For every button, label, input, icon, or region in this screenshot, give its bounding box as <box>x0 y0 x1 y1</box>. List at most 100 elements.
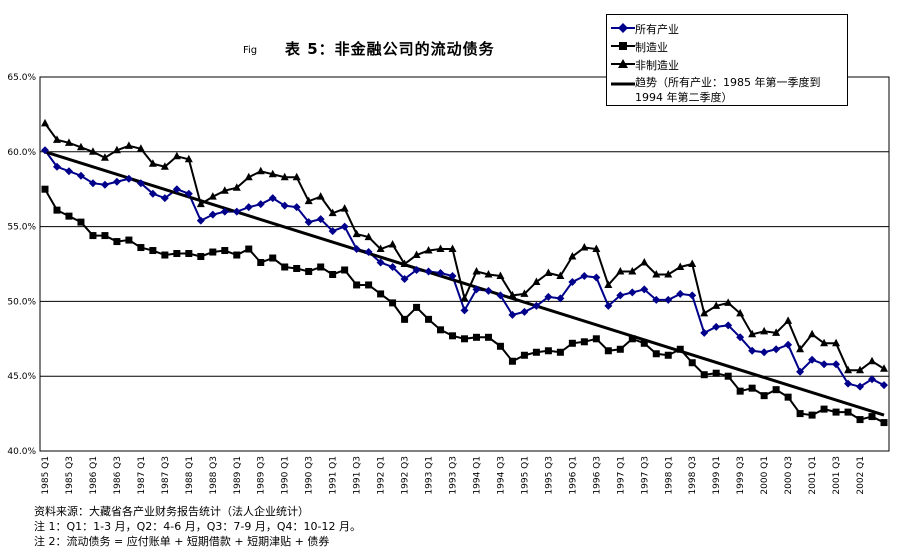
series-line-diamond <box>44 149 885 388</box>
triangle-marker <box>364 232 373 241</box>
triangle-marker <box>616 266 625 275</box>
square-marker <box>461 335 468 343</box>
square-marker <box>281 263 289 271</box>
diamond-marker <box>328 227 337 236</box>
square-marker <box>197 253 205 261</box>
diamond-marker <box>520 307 529 316</box>
x-tick-label: 2001 Q1 <box>808 456 818 495</box>
square-marker <box>113 238 121 246</box>
triangle-marker <box>412 250 421 259</box>
diamond-marker <box>736 333 745 342</box>
diamond-marker <box>76 171 85 180</box>
triangle-marker <box>340 204 349 212</box>
note-source: 资料来源：大藏省各产业财务报告统计（法人企业统计） <box>34 505 309 518</box>
square-marker <box>844 408 852 416</box>
diamond-marker <box>448 271 457 280</box>
diamond-marker <box>592 273 601 282</box>
square-marker <box>293 264 301 272</box>
square-marker <box>664 351 672 359</box>
diamond-marker <box>52 162 61 171</box>
diamond-marker <box>532 301 541 310</box>
triangle-marker <box>604 280 613 288</box>
square-marker <box>209 248 217 256</box>
triangle-marker <box>424 246 433 254</box>
triangle-marker <box>64 138 73 146</box>
diamond-marker <box>436 268 445 277</box>
triangle-marker <box>520 289 529 297</box>
diamond-marker <box>604 301 613 310</box>
square-marker <box>233 251 241 259</box>
triangle-marker <box>304 196 313 205</box>
x-tick-label: 1999 Q1 <box>712 456 722 495</box>
square-marker <box>161 251 169 259</box>
diamond-marker <box>64 167 73 176</box>
legend: 所有产业 制造业 非制造业 趋势（所有产业：1985 年第一季度到 1994 年… <box>606 14 848 106</box>
diamond-marker <box>424 267 433 276</box>
triangle-marker <box>772 328 781 336</box>
note-2: 注 2：流动债务 = 应付账单 + 短期借款 + 短期津贴 + 债券 <box>34 535 330 548</box>
x-tick-label: 1998 Q3 <box>688 456 698 495</box>
diamond-marker <box>196 216 205 225</box>
square-marker <box>89 232 97 240</box>
triangle-marker <box>760 326 769 335</box>
triangle-marker <box>280 172 289 181</box>
square-marker <box>269 254 277 262</box>
y-tick-label: 45.0% <box>7 372 36 382</box>
series-lines <box>44 122 885 424</box>
x-tick-label: 1986 Q1 <box>89 456 99 495</box>
x-tick-label: 1992 Q3 <box>401 456 411 495</box>
diamond-marker <box>184 189 193 198</box>
triangle-marker <box>628 266 637 275</box>
triangle-marker <box>220 186 229 194</box>
triangle-marker <box>532 277 541 285</box>
x-tick-label: 2000 Q3 <box>784 456 794 495</box>
diamond-marker <box>568 277 577 286</box>
figure-label: Fig <box>243 45 258 56</box>
diamond-marker <box>700 328 709 337</box>
triangle-marker <box>172 151 181 160</box>
x-tick-label: 1990 Q3 <box>305 456 315 495</box>
triangle-marker <box>244 172 253 181</box>
x-tick-label: 1986 Q3 <box>113 456 123 495</box>
square-marker <box>556 348 564 356</box>
triangle-marker <box>268 169 277 178</box>
y-tick-label: 40.0% <box>7 447 36 457</box>
square-marker <box>257 259 265 267</box>
diamond-marker <box>172 185 181 194</box>
triangle-marker <box>808 329 817 338</box>
note-1: 注 1：Q1：1-3 月，Q2：4-6 月，Q3：7-9 月，Q4：10-12 … <box>34 520 361 533</box>
x-tick-label: 2000 Q1 <box>760 456 770 495</box>
diamond-marker <box>712 322 721 331</box>
x-tick-label: 1989 Q3 <box>257 456 267 495</box>
square-marker <box>401 315 409 323</box>
triangle-marker <box>292 172 301 181</box>
square-marker <box>389 299 397 307</box>
triangle-marker <box>856 365 865 374</box>
square-marker <box>484 333 492 341</box>
triangle-marker <box>724 298 733 306</box>
diamond-marker <box>148 189 157 198</box>
diamond-marker <box>784 340 793 349</box>
triangle-marker <box>700 308 709 317</box>
diamond-marker <box>136 179 145 188</box>
square-marker <box>305 267 313 275</box>
triangle-marker <box>196 199 205 208</box>
x-tick-label: 1995 Q1 <box>520 456 530 495</box>
diamond-marker <box>112 177 121 186</box>
x-tick-label: 1999 Q3 <box>736 456 746 495</box>
diamond-marker <box>268 194 277 203</box>
diamond-marker <box>496 291 505 300</box>
x-axis-tick-labels: 1985 Q1 1985 Q3 1986 Q1 1986 Q3 1987 Q1 1987 … <box>41 456 866 495</box>
triangle-marker <box>568 252 577 260</box>
triangle-marker <box>76 142 85 151</box>
series-line-triangle <box>44 122 885 372</box>
x-tick-label: 1994 Q3 <box>496 456 506 495</box>
triangle-marker <box>712 301 721 309</box>
diamond-marker <box>664 295 673 304</box>
diamond-marker <box>304 218 313 227</box>
square-marker <box>640 339 648 347</box>
x-tick-label: 1985 Q3 <box>65 456 75 495</box>
legend-swatch-triangle <box>611 59 635 68</box>
square-marker <box>173 250 181 258</box>
triangle-marker <box>112 145 121 154</box>
